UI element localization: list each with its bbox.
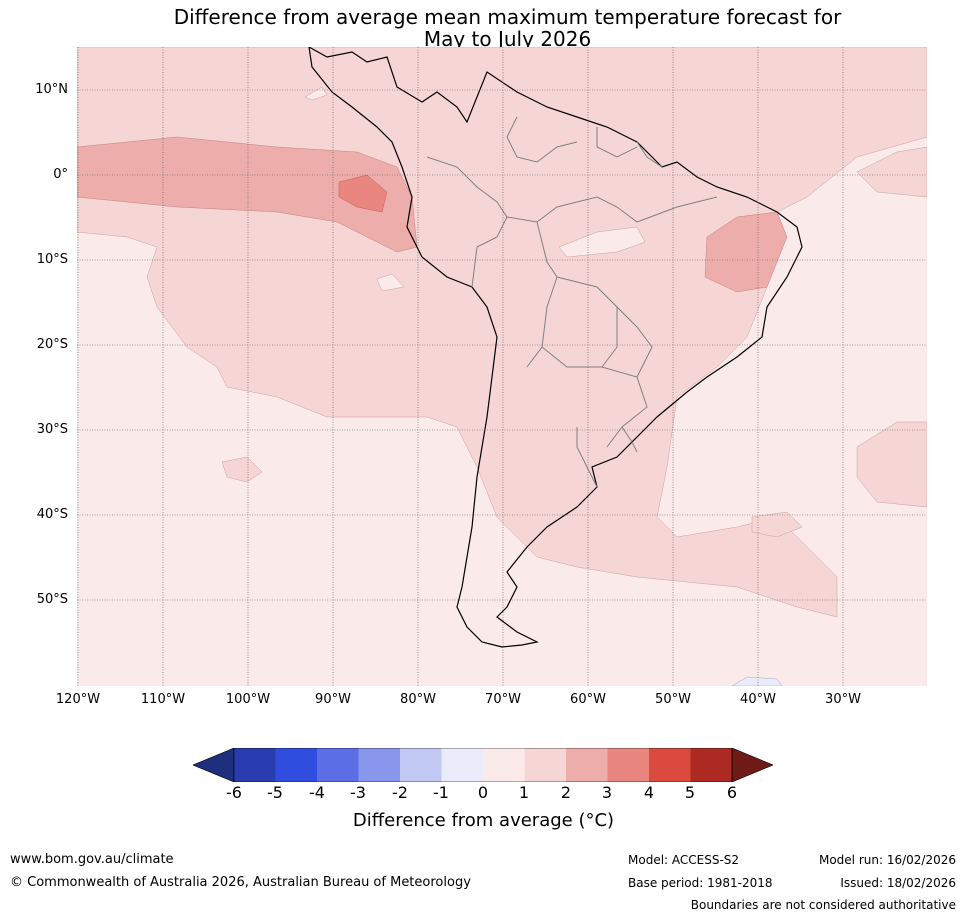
anomaly-patch-0-1-pacific	[376, 273, 405, 292]
colorbar-segment--1-0	[441, 748, 483, 782]
colorbar-segment-4-5	[649, 748, 691, 782]
colorbar-segment-0-1	[483, 748, 525, 782]
map-graticule	[77, 47, 927, 686]
lon-label-100w: 100°W	[225, 692, 271, 707]
lat-label-50s: 50°S	[36, 592, 68, 607]
colorbar-tick-label: 4	[643, 783, 655, 802]
anomaly-patch-1-2-east-pacific	[221, 456, 263, 483]
lon-label-90w: 90°W	[315, 692, 351, 707]
lon-label-30w: 30°W	[825, 692, 861, 707]
lon-label-70w: 70°W	[485, 692, 521, 707]
colorbar-segment--3--2	[358, 748, 400, 782]
colorbar	[193, 748, 773, 782]
lat-label-0: 0°	[53, 167, 68, 182]
anomaly-patch-negative	[731, 676, 783, 686]
lat-label-40s: 40°S	[36, 507, 68, 522]
colorbar-tick-label: 1	[518, 783, 530, 802]
anomaly-patch-0-1-north	[304, 86, 328, 101]
colorbar-label: Difference from average (°C)	[352, 810, 615, 831]
colorbar-segment-3-4	[607, 748, 649, 782]
copyright-text: © Commonwealth of Australia 2026, Austra…	[10, 875, 471, 890]
colorbar-segment-below-6	[193, 748, 235, 782]
anomaly-patch-1-2-equatorial-atlantic	[856, 146, 927, 198]
colorbar-tick-label: -1	[433, 783, 449, 802]
colorbar-tick-label: -2	[392, 783, 408, 802]
boundaries-disclaimer: Boundaries are not considered authoritat…	[690, 898, 956, 912]
website-link[interactable]: www.bom.gov.au/climate	[10, 852, 174, 867]
colorbar-tick-label: 5	[684, 783, 696, 802]
forecast-map	[77, 47, 927, 686]
colorbar-segment-above-6	[731, 748, 773, 782]
colorbar-segment--2--1	[400, 748, 442, 782]
lat-label-20s: 20°S	[36, 337, 68, 352]
colorbar-tick-label: 2	[560, 783, 572, 802]
anomaly-patch-1-2-south-atlantic	[751, 511, 803, 538]
lon-label-80w: 80°W	[400, 692, 436, 707]
colorbar-tick-label: -6	[226, 783, 242, 802]
colorbar-tick-label: -4	[309, 783, 325, 802]
lat-label-10s: 10°S	[36, 252, 68, 267]
model-name: Model: ACCESS-S2	[628, 853, 740, 867]
colorbar-tick-label: 6	[726, 783, 738, 802]
colorbar-tick-label: 0	[477, 783, 489, 802]
colorbar-segment--6--5	[234, 748, 276, 782]
anomaly-patch-1-2-east	[856, 421, 927, 508]
colorbar-frame	[233, 748, 733, 782]
lon-label-120w: 120°W	[55, 692, 101, 707]
map-title-line-2: May to July 2026	[423, 27, 592, 51]
colorbar-segment-1-2	[524, 748, 566, 782]
colorbar-tick-label: -5	[267, 783, 283, 802]
lat-label-30s: 30°S	[36, 422, 68, 437]
lon-label-60w: 60°W	[570, 692, 606, 707]
anomaly-region-2-3-brazil	[704, 211, 788, 293]
lon-label-50w: 50°W	[655, 692, 691, 707]
lat-label-10n: 10°N	[35, 82, 68, 97]
colorbar-segment--4--3	[317, 748, 359, 782]
colorbar-tick-label: -3	[350, 783, 366, 802]
base-period: Base period: 1981-2018	[628, 876, 773, 890]
lon-label-40w: 40°W	[740, 692, 776, 707]
colorbar-segment-2-3	[566, 748, 608, 782]
colorbar-tick-label: 3	[601, 783, 613, 802]
colorbar-segment-5-6	[690, 748, 732, 782]
model-run-date: Model run: 16/02/2026	[818, 853, 956, 867]
issued-date: Issued: 18/02/2026	[840, 876, 956, 890]
country-boundaries	[426, 116, 718, 488]
map-title-line-1: Difference from average mean maximum tem…	[173, 5, 842, 29]
colorbar-segment--5--4	[275, 748, 317, 782]
lon-label-110w: 110°W	[140, 692, 186, 707]
south-america-coastline	[308, 47, 803, 648]
anomaly-patch-0-1-amazon	[558, 226, 646, 258]
